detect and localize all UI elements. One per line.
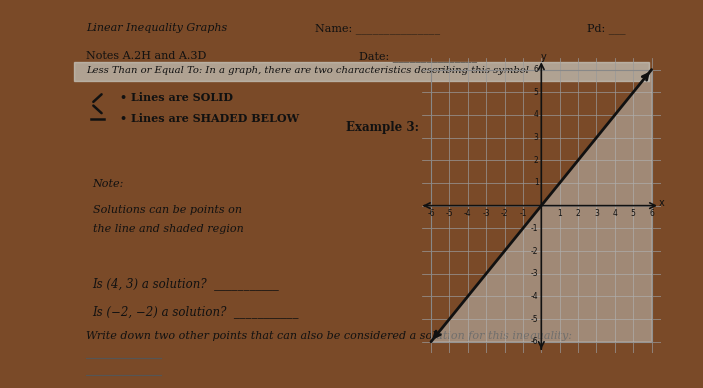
Text: Note:: Note: xyxy=(93,179,124,189)
Text: -3: -3 xyxy=(531,269,538,278)
Text: y: y xyxy=(541,52,547,62)
Text: Solutions can be points on: Solutions can be points on xyxy=(93,205,242,215)
Text: x: x xyxy=(659,198,664,208)
Text: the line and shaded region: the line and shaded region xyxy=(93,224,243,234)
Text: 4: 4 xyxy=(534,111,538,120)
Text: Example 3:: Example 3: xyxy=(346,121,419,134)
Text: 2: 2 xyxy=(576,209,581,218)
Text: -5: -5 xyxy=(531,315,538,324)
Text: 3: 3 xyxy=(534,133,538,142)
Text: 5: 5 xyxy=(631,209,636,218)
Text: 2: 2 xyxy=(534,156,538,165)
Text: 4: 4 xyxy=(612,209,617,218)
Text: Notes A.2H and A.3D: Notes A.2H and A.3D xyxy=(86,51,207,61)
Text: -2: -2 xyxy=(531,246,538,256)
Text: Date: _______________: Date: _______________ xyxy=(359,51,477,62)
Text: -3: -3 xyxy=(482,209,490,218)
Polygon shape xyxy=(431,69,652,342)
Text: -4: -4 xyxy=(464,209,472,218)
Text: -5: -5 xyxy=(446,209,453,218)
Text: Write down two other points that can also be considered a solution for this ineq: Write down two other points that can als… xyxy=(86,331,572,341)
Text: -4: -4 xyxy=(531,292,538,301)
Text: Linear Inequality Graphs: Linear Inequality Graphs xyxy=(86,23,228,33)
Text: • Lines are SOLID: • Lines are SOLID xyxy=(120,92,233,104)
Text: 1: 1 xyxy=(557,209,562,218)
Text: -1: -1 xyxy=(520,209,527,218)
Text: 6: 6 xyxy=(534,65,538,74)
Text: Is (4, 3) a solution?  ___________: Is (4, 3) a solution? ___________ xyxy=(93,277,279,290)
Text: 3: 3 xyxy=(594,209,599,218)
Text: 6: 6 xyxy=(649,209,654,218)
Text: Is (−2, −2) a solution?  ___________: Is (−2, −2) a solution? ___________ xyxy=(93,305,299,318)
Text: -6: -6 xyxy=(531,337,538,346)
Text: -2: -2 xyxy=(501,209,508,218)
Text: -1: -1 xyxy=(531,224,538,233)
Text: Less Than or Equal To: In a graph, there are two characteristics describing this: Less Than or Equal To: In a graph, there… xyxy=(86,66,529,75)
Text: Name: _______________: Name: _______________ xyxy=(315,23,440,33)
Text: 1: 1 xyxy=(534,178,538,187)
Bar xyxy=(74,62,650,81)
Text: 5: 5 xyxy=(534,88,538,97)
Text: Pd: ___: Pd: ___ xyxy=(588,23,626,33)
Text: -6: -6 xyxy=(427,209,435,218)
Text: • Lines are SHADED BELOW: • Lines are SHADED BELOW xyxy=(120,113,299,124)
